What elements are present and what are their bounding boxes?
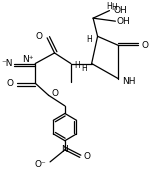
Text: N⁺: N⁺ [22, 55, 34, 64]
Text: H: H [86, 35, 92, 44]
Text: O: O [36, 32, 43, 41]
Text: OH: OH [114, 6, 128, 15]
Text: ⁻N: ⁻N [1, 59, 13, 68]
Text: H: H [81, 64, 87, 73]
Text: N: N [62, 145, 68, 154]
Text: O: O [52, 89, 59, 98]
Text: H: H [111, 3, 117, 12]
Text: H: H [74, 61, 80, 70]
Text: OH: OH [117, 17, 131, 26]
Text: O: O [7, 79, 14, 88]
Text: O: O [141, 41, 148, 50]
Text: O⁻: O⁻ [35, 160, 46, 169]
Text: NH: NH [122, 77, 136, 86]
Text: O: O [83, 152, 91, 161]
Text: H: H [107, 2, 112, 11]
